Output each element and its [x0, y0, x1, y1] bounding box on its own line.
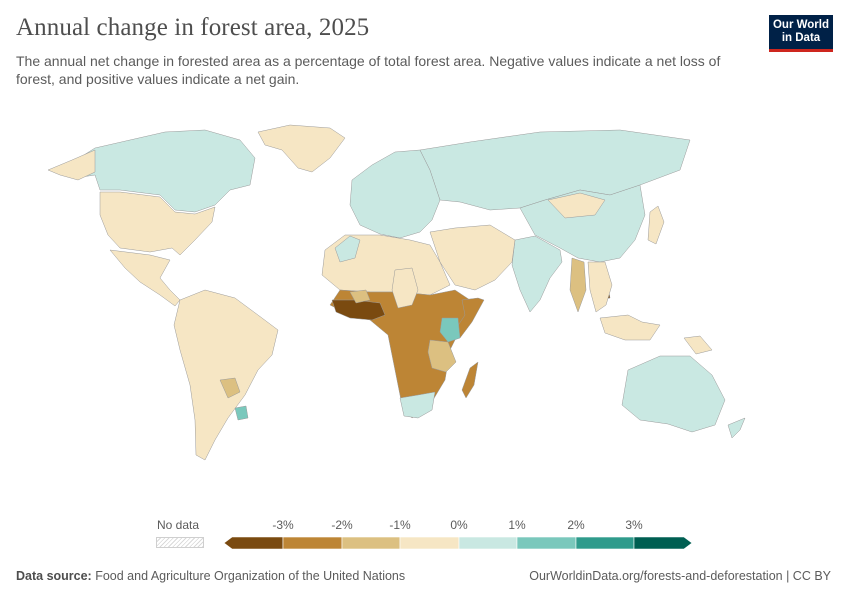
legend-tick-label: -3% [272, 518, 294, 532]
owid-logo[interactable]: Our World in Data [769, 15, 833, 52]
data-source: Data source: Food and Agriculture Organi… [16, 569, 405, 583]
map-region[interactable]: Southeast Asia [599, 314, 661, 341]
logo-line-1: Our World [772, 19, 829, 31]
legend-swatch [516, 536, 577, 550]
legend-tick-label: -2% [331, 518, 353, 532]
legend-swatch [399, 536, 460, 550]
map-region[interactable]: Tanzania [427, 339, 457, 373]
data-source-text: Food and Agriculture Organization of the… [95, 569, 406, 583]
legend-swatch [341, 536, 401, 550]
map-region[interactable]: West Africa [349, 289, 371, 304]
map-region[interactable]: Southeast Asia [587, 261, 613, 313]
legend-no-data-swatch [156, 537, 204, 548]
map-region[interactable]: Greenland [257, 124, 346, 173]
map-region[interactable]: India [511, 235, 563, 313]
legend-swatch [224, 536, 284, 550]
legend-tick-label: 1% [508, 518, 526, 532]
legend-swatch [633, 536, 693, 550]
map-region[interactable]: New Zealand [727, 417, 746, 439]
map-region[interactable]: Canada [59, 129, 256, 213]
map-region[interactable]: Australia [621, 355, 726, 433]
legend-color-bar [224, 536, 693, 550]
legend-swatch [458, 536, 518, 550]
map-region[interactable]: Mongolia [547, 192, 606, 219]
map-region[interactable]: Central & Southern Africa [391, 267, 419, 309]
map-region[interactable]: Middle East [429, 224, 516, 291]
map-region[interactable]: United States [47, 149, 96, 181]
legend-tick-label: 2% [567, 518, 585, 532]
map-region[interactable]: Japan [647, 205, 665, 245]
chart-subtitle: The annual net change in forested area a… [16, 53, 721, 87]
map-region[interactable]: Burkina Faso [331, 299, 386, 321]
map-region[interactable]: Mexico & Central America [109, 249, 181, 307]
legend-swatch [282, 536, 343, 550]
legend-tick-label: -1% [389, 518, 411, 532]
legend-tick-label: 3% [625, 518, 643, 532]
map-region[interactable]: Papua New Guinea [683, 335, 713, 355]
chart-title: Annual change in forest area, 2025 [16, 14, 370, 41]
map-region[interactable]: Myanmar [569, 257, 587, 313]
world-map[interactable]: Canada Greenland United States United St… [0, 100, 850, 510]
map-region[interactable]: South America [173, 289, 279, 461]
source-url-link[interactable]: OurWorldinData.org/forests-and-deforesta… [529, 569, 831, 583]
map-region[interactable]: Europe [349, 149, 441, 239]
legend-tick-label: 0% [450, 518, 468, 532]
map-region[interactable]: China [519, 184, 646, 263]
map-region[interactable]: South Africa [399, 391, 436, 419]
map-region[interactable]: Morocco [334, 235, 361, 263]
legend-swatch [575, 536, 635, 550]
map-region[interactable]: Kenya [439, 317, 461, 343]
map-region[interactable]: United States [99, 191, 216, 256]
map-region[interactable]: Uruguay [234, 405, 249, 421]
map-region[interactable]: Madagascar [461, 361, 479, 399]
data-source-label: Data source: [16, 569, 92, 583]
legend-no-data-label: No data [157, 518, 200, 532]
map-region[interactable]: Paraguay [219, 377, 241, 399]
logo-line-2: in Data [781, 32, 821, 44]
map-region[interactable]: Somalia [454, 297, 485, 339]
